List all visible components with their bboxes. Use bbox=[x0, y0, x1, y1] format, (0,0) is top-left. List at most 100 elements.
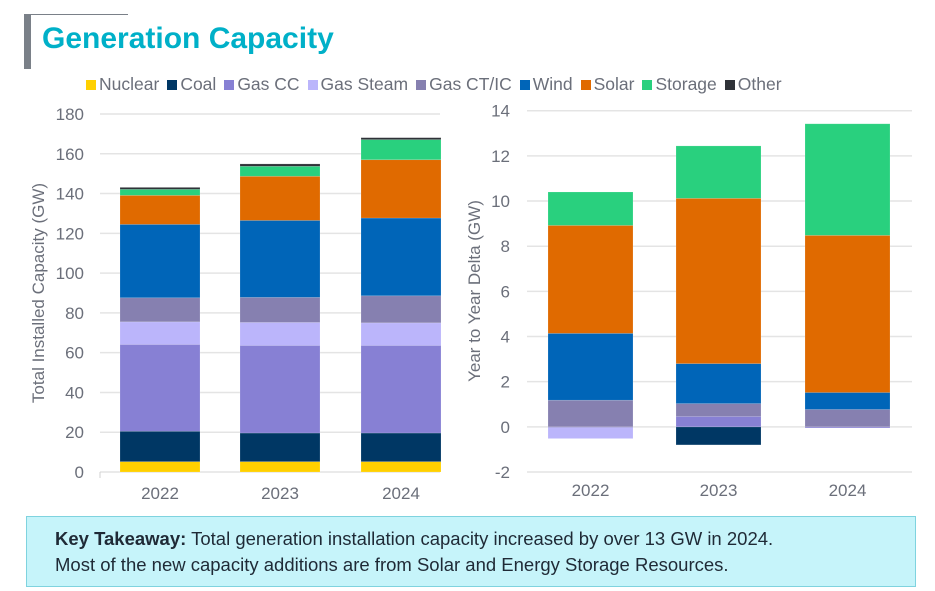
takeaway-label: Key Takeaway: bbox=[55, 528, 187, 549]
x-tick-label: 2023 bbox=[700, 481, 738, 500]
legend-label: Solar bbox=[593, 74, 635, 94]
bar-segment-gas-cc-2024 bbox=[360, 345, 442, 434]
y-tick-label: -2 bbox=[495, 463, 510, 482]
bar-segment-gas-steam-2022 bbox=[119, 321, 201, 345]
bar-segment-solar-2024 bbox=[804, 235, 891, 393]
legend-item-coal: Coal bbox=[167, 74, 216, 95]
bar-segment-nuclear-2022 bbox=[119, 461, 201, 473]
bar-segment-coal-2022 bbox=[119, 430, 201, 462]
chart-legend: Nuclear Coal Gas CC Gas Steam Gas CT/IC Wind S… bbox=[86, 74, 790, 95]
bar-segment-gas-steam-2022 bbox=[547, 427, 634, 439]
bar-segment-solar-2023 bbox=[239, 175, 321, 221]
takeaway-text-1: Total generation installation capacity i… bbox=[186, 528, 774, 549]
legend-label: Gas Steam bbox=[320, 74, 409, 94]
legend-item-solar: Solar bbox=[580, 74, 635, 95]
bar-segment-gas-ct-ic-2024 bbox=[804, 409, 891, 428]
y-tick-label: 8 bbox=[501, 237, 510, 256]
bar-segment-gas-ct-ic-2024 bbox=[360, 295, 442, 324]
y-tick-label: 100 bbox=[56, 264, 84, 283]
legend-label: Wind bbox=[532, 74, 573, 94]
bar-segment-solar-2024 bbox=[360, 159, 442, 219]
bar-segment-wind-2024 bbox=[804, 392, 891, 410]
y-axis-title: Year to Year Delta (GW) bbox=[465, 200, 484, 382]
y-tick-label: 140 bbox=[56, 185, 84, 204]
y-tick-label: 0 bbox=[75, 463, 84, 482]
x-tick-label: 2022 bbox=[141, 484, 179, 503]
page-title: Generation Capacity bbox=[42, 22, 334, 55]
bar-segment-other-2022 bbox=[119, 187, 201, 190]
legend-swatch bbox=[167, 79, 178, 90]
bar-segment-coal-2023 bbox=[239, 432, 321, 462]
y-tick-label: 0 bbox=[501, 418, 510, 437]
legend-label: Other bbox=[737, 74, 782, 94]
y-tick-label: 6 bbox=[501, 282, 510, 301]
bar-segment-solar-2022 bbox=[547, 225, 634, 334]
legend-swatch bbox=[416, 79, 427, 90]
title-bracket-line bbox=[24, 14, 128, 15]
x-tick-label: 2024 bbox=[382, 484, 420, 503]
y-tick-label: 2 bbox=[501, 373, 510, 392]
bar-segment-gas-ct-ic-2023 bbox=[675, 403, 762, 417]
bar-segment-solar-2023 bbox=[675, 198, 762, 364]
y-tick-label: 20 bbox=[65, 423, 84, 442]
bar-segment-gas-steam-2024 bbox=[360, 322, 442, 346]
bar-segment-gas-cc-2023 bbox=[239, 345, 321, 434]
legend-swatch bbox=[307, 79, 318, 90]
bar-segment-coal-2024 bbox=[360, 432, 442, 462]
legend-item-wind: Wind bbox=[519, 74, 573, 95]
bar-segment-wind-2023 bbox=[239, 220, 321, 298]
legend-swatch bbox=[519, 79, 530, 90]
title-bracket bbox=[24, 14, 31, 69]
legend-item-gas-steam: Gas Steam bbox=[307, 74, 409, 95]
y-tick-label: 4 bbox=[501, 328, 510, 347]
bar-segment-gas-ct-ic-2022 bbox=[547, 399, 634, 428]
legend-swatch bbox=[580, 79, 591, 90]
bar-segment-gas-cc-2023 bbox=[675, 416, 762, 428]
bar-segment-nuclear-2024 bbox=[360, 461, 442, 473]
y-tick-label: 10 bbox=[491, 192, 510, 211]
x-tick-label: 2024 bbox=[829, 481, 867, 500]
bar-segment-wind-2022 bbox=[547, 333, 634, 401]
y-tick-label: 60 bbox=[65, 344, 84, 363]
y-tick-label: 12 bbox=[491, 147, 510, 166]
legend-label: Coal bbox=[180, 74, 217, 94]
legend-label: Storage bbox=[655, 74, 717, 94]
legend-swatch bbox=[642, 79, 653, 90]
x-tick-label: 2022 bbox=[572, 481, 610, 500]
legend-item-storage: Storage bbox=[642, 74, 717, 95]
bar-segment-storage-2022 bbox=[119, 189, 201, 196]
y-axis-title: Total Installed Capacity (GW) bbox=[29, 183, 48, 403]
bar-segment-storage-2024 bbox=[360, 139, 442, 161]
x-tick-label: 2023 bbox=[261, 484, 299, 503]
bar-segment-storage-2022 bbox=[547, 191, 634, 226]
bar-segment-gas-cc-2022 bbox=[119, 344, 201, 432]
legend-item-gas-ct-ic: Gas CT/IC bbox=[416, 74, 512, 95]
bar-segment-storage-2024 bbox=[804, 123, 891, 236]
legend-item-other: Other bbox=[724, 74, 782, 95]
y-tick-label: 120 bbox=[56, 224, 84, 243]
legend-swatch bbox=[86, 79, 96, 90]
bar-segment-gas-ct-ic-2022 bbox=[119, 297, 201, 323]
legend-swatch bbox=[724, 79, 735, 90]
y-tick-label: 14 bbox=[491, 102, 510, 121]
bar-segment-wind-2024 bbox=[360, 217, 442, 297]
key-takeaway-box: Key Takeaway: Total generation installat… bbox=[26, 516, 916, 587]
legend-item-nuclear: Nuclear bbox=[86, 74, 159, 95]
bar-segment-solar-2022 bbox=[119, 195, 201, 225]
takeaway-line-1: Key Takeaway: Total generation installat… bbox=[55, 526, 915, 552]
bar-segment-other-2024 bbox=[360, 137, 442, 140]
bar-segment-wind-2023 bbox=[675, 363, 762, 404]
bar-segment-nuclear-2023 bbox=[239, 461, 321, 473]
bar-segment-gas-ct-ic-2023 bbox=[239, 297, 321, 323]
y-tick-label: 80 bbox=[65, 304, 84, 323]
bar-segment-storage-2023 bbox=[675, 145, 762, 199]
y-tick-label: 160 bbox=[56, 145, 84, 164]
legend-swatch bbox=[224, 79, 235, 90]
legend-label: Gas CT/IC bbox=[429, 74, 512, 94]
legend-label: Nuclear bbox=[99, 74, 160, 94]
y-tick-label: 180 bbox=[56, 105, 84, 124]
bar-segment-storage-2023 bbox=[239, 166, 321, 177]
legend-label: Gas CC bbox=[237, 74, 300, 94]
legend-item-gas-cc: Gas CC bbox=[224, 74, 300, 95]
